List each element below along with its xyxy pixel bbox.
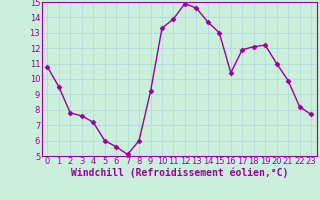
X-axis label: Windchill (Refroidissement éolien,°C): Windchill (Refroidissement éolien,°C) xyxy=(70,168,288,178)
